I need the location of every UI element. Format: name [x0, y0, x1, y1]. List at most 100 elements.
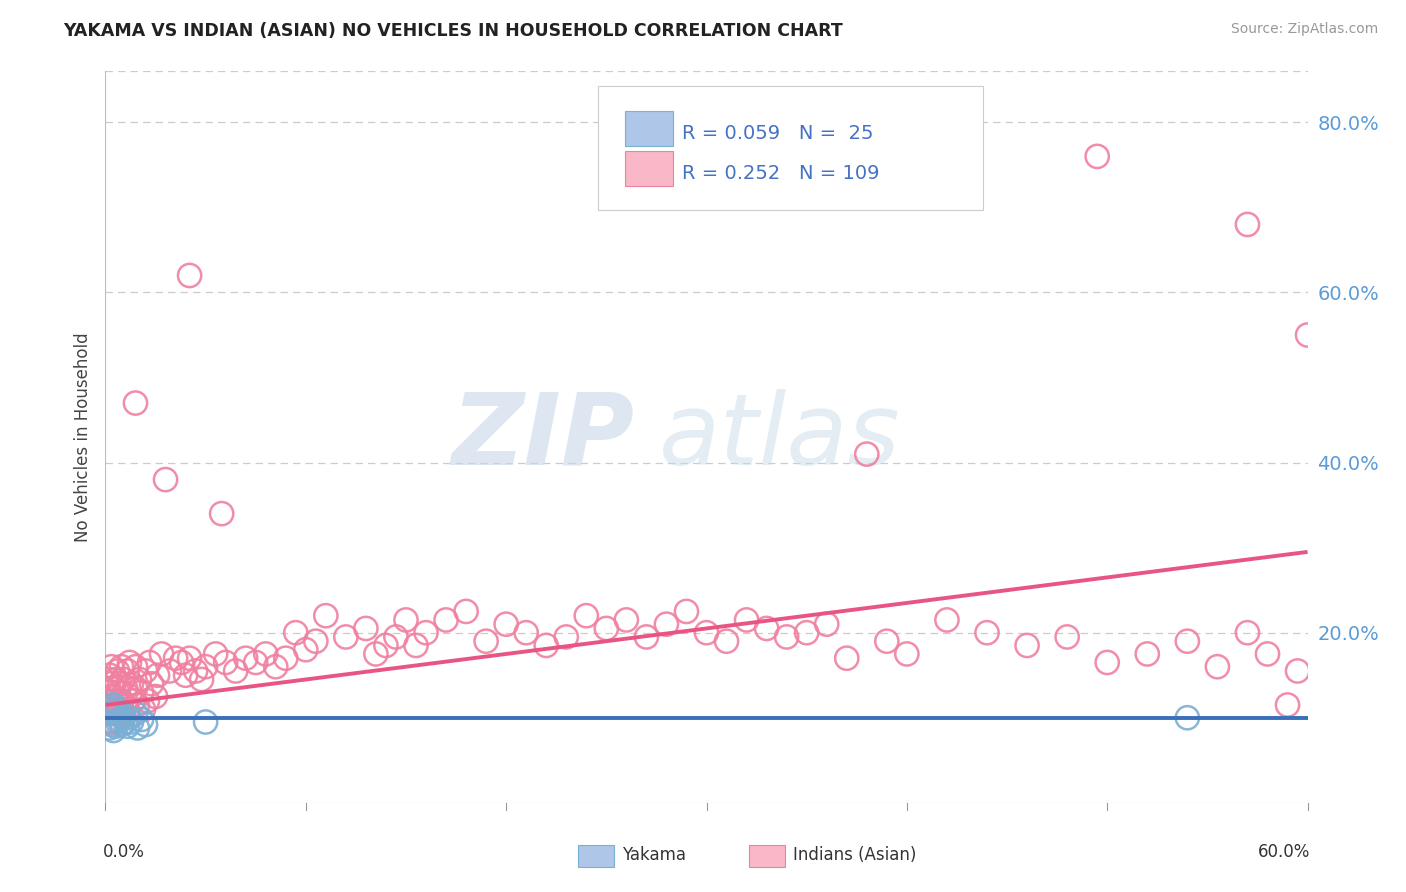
Point	[456, 604, 478, 618]
Point	[174, 668, 197, 682]
Point	[98, 702, 121, 716]
Point	[495, 617, 517, 632]
Point	[354, 622, 377, 636]
Point	[796, 625, 818, 640]
Point	[655, 617, 678, 632]
Point	[575, 608, 598, 623]
Point	[179, 268, 201, 283]
Point	[184, 664, 207, 678]
Point	[112, 706, 135, 721]
Point	[100, 717, 122, 731]
Point	[179, 651, 201, 665]
Point	[434, 613, 457, 627]
Point	[776, 630, 799, 644]
Text: 0.0%: 0.0%	[103, 843, 145, 861]
Text: ZIP: ZIP	[451, 389, 634, 485]
Point	[335, 630, 357, 644]
Point	[104, 719, 127, 733]
Point	[616, 613, 638, 627]
Point	[108, 677, 131, 691]
Point	[108, 702, 131, 716]
Text: 60.0%: 60.0%	[1257, 843, 1310, 861]
Point	[211, 507, 233, 521]
Point	[118, 656, 141, 670]
Point	[103, 714, 125, 729]
Point	[855, 447, 877, 461]
Point	[107, 664, 129, 678]
Point	[1286, 664, 1309, 678]
Point	[138, 656, 160, 670]
Point	[96, 714, 118, 729]
Point	[98, 714, 121, 729]
Point	[100, 706, 122, 721]
Point	[118, 711, 141, 725]
Point	[305, 634, 328, 648]
Point	[1177, 634, 1199, 648]
Point	[110, 694, 132, 708]
Point	[124, 659, 146, 673]
Point	[225, 664, 247, 678]
FancyBboxPatch shape	[599, 86, 983, 211]
Text: Source: ZipAtlas.com: Source: ZipAtlas.com	[1230, 22, 1378, 37]
Point	[936, 613, 959, 627]
Point	[118, 690, 141, 704]
Point	[815, 617, 838, 632]
Point	[194, 659, 217, 673]
Point	[103, 698, 125, 712]
Point	[121, 714, 143, 729]
Point	[555, 630, 578, 644]
Point	[1296, 328, 1319, 343]
Text: R = 0.059   N =  25: R = 0.059 N = 25	[682, 124, 875, 143]
Point	[735, 613, 758, 627]
Point	[896, 647, 918, 661]
FancyBboxPatch shape	[624, 111, 673, 145]
Point	[104, 706, 127, 721]
Point	[100, 704, 122, 718]
Point	[295, 642, 318, 657]
Point	[135, 717, 157, 731]
Point	[1257, 647, 1279, 661]
Point	[103, 723, 125, 738]
Point	[194, 714, 217, 729]
Point	[96, 706, 118, 721]
Point	[117, 719, 139, 733]
Point	[98, 700, 121, 714]
Point	[385, 630, 408, 644]
Point	[475, 634, 498, 648]
Point	[132, 702, 155, 716]
Point	[595, 622, 617, 636]
Point	[100, 659, 122, 673]
Point	[155, 473, 177, 487]
Point	[636, 630, 658, 644]
Text: YAKAMA VS INDIAN (ASIAN) NO VEHICLES IN HOUSEHOLD CORRELATION CHART: YAKAMA VS INDIAN (ASIAN) NO VEHICLES IN …	[63, 22, 844, 40]
Point	[245, 656, 267, 670]
Point	[1277, 698, 1299, 712]
Point	[114, 698, 136, 712]
Point	[415, 625, 437, 640]
Point	[100, 690, 122, 704]
Text: Yakama: Yakama	[623, 847, 686, 864]
Point	[103, 681, 125, 695]
Point	[1085, 149, 1108, 163]
Point	[515, 625, 537, 640]
Point	[110, 717, 132, 731]
Point	[104, 702, 127, 716]
Point	[114, 714, 136, 729]
Point	[150, 647, 173, 661]
Point	[835, 651, 858, 665]
Point	[112, 673, 135, 687]
Point	[112, 711, 135, 725]
Point	[145, 690, 167, 704]
Text: atlas: atlas	[658, 389, 900, 485]
Point	[755, 622, 778, 636]
Point	[675, 604, 697, 618]
Point	[1097, 656, 1119, 670]
Point	[108, 713, 131, 727]
Point	[405, 639, 427, 653]
Point	[146, 668, 169, 682]
Point	[117, 664, 139, 678]
Point	[100, 677, 122, 691]
Text: R = 0.252   N = 109: R = 0.252 N = 109	[682, 164, 880, 183]
Point	[214, 656, 236, 670]
Point	[165, 651, 187, 665]
